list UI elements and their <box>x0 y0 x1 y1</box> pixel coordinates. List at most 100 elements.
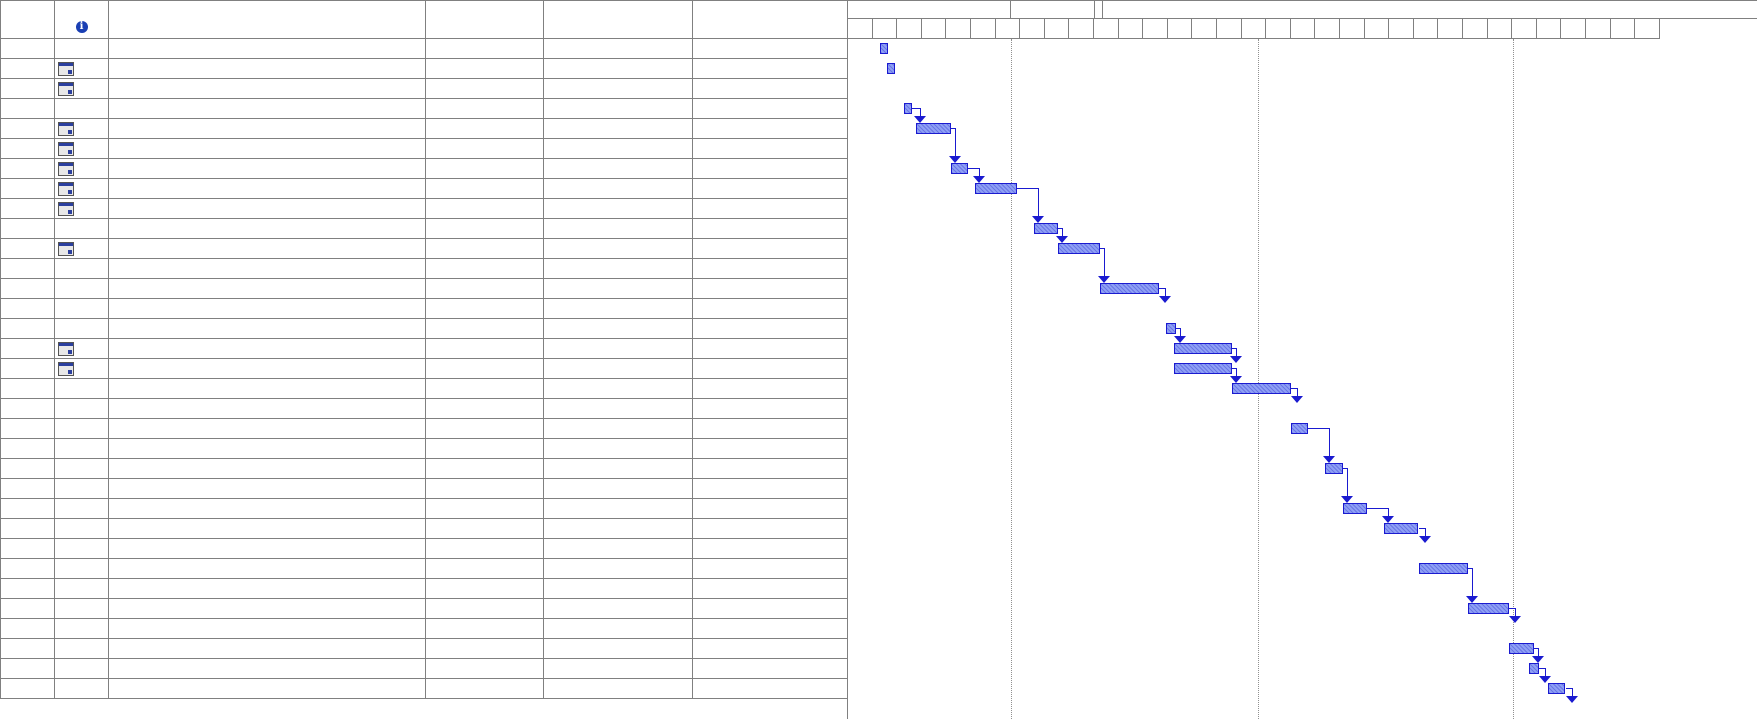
row-duration-cell[interactable] <box>425 658 544 679</box>
row-id-cell[interactable] <box>0 538 55 559</box>
row-name-cell[interactable] <box>108 398 426 419</box>
row-id-cell[interactable] <box>0 418 55 439</box>
row-name-cell[interactable] <box>108 58 426 79</box>
row-name-cell[interactable] <box>108 338 426 359</box>
col-header-finish[interactable] <box>692 0 848 39</box>
row-start-cell[interactable] <box>543 398 693 419</box>
row-finish-cell[interactable] <box>692 118 848 139</box>
task-bar[interactable] <box>1291 423 1309 434</box>
row-id-cell[interactable] <box>0 38 55 59</box>
row-id-cell[interactable] <box>0 438 55 459</box>
row-start-cell[interactable] <box>543 458 693 479</box>
row-finish-cell[interactable] <box>692 338 848 359</box>
row-duration-cell[interactable] <box>425 218 544 239</box>
row-name-cell[interactable] <box>108 498 426 519</box>
row-name-cell[interactable] <box>108 118 426 139</box>
row-start-cell[interactable] <box>543 438 693 459</box>
row-start-cell[interactable] <box>543 558 693 579</box>
row-indicator-cell[interactable] <box>54 78 109 99</box>
row-name-cell[interactable] <box>108 78 426 99</box>
table-row[interactable] <box>0 478 848 499</box>
row-indicator-cell[interactable] <box>54 478 109 499</box>
row-name-cell[interactable] <box>108 578 426 599</box>
row-indicator-cell[interactable] <box>54 278 109 299</box>
table-row[interactable] <box>0 98 848 119</box>
table-row[interactable] <box>0 38 848 59</box>
row-indicator-cell[interactable] <box>54 298 109 319</box>
table-row[interactable] <box>0 298 848 319</box>
row-duration-cell[interactable] <box>425 138 544 159</box>
row-duration-cell[interactable] <box>425 38 544 59</box>
row-duration-cell[interactable] <box>425 118 544 139</box>
row-name-cell[interactable] <box>108 298 426 319</box>
row-id-cell[interactable] <box>0 518 55 539</box>
row-name-cell[interactable] <box>108 638 426 659</box>
table-row[interactable] <box>0 498 848 519</box>
row-indicator-cell[interactable] <box>54 658 109 679</box>
table-row[interactable] <box>0 518 848 539</box>
row-duration-cell[interactable] <box>425 258 544 279</box>
table-row[interactable] <box>0 138 848 159</box>
row-duration-cell[interactable] <box>425 298 544 319</box>
row-name-cell[interactable] <box>108 438 426 459</box>
row-indicator-cell[interactable] <box>54 378 109 399</box>
table-row[interactable] <box>0 558 848 579</box>
task-bar[interactable] <box>1384 523 1419 534</box>
row-indicator-cell[interactable] <box>54 258 109 279</box>
task-bar[interactable] <box>1232 383 1292 394</box>
row-name-cell[interactable] <box>108 458 426 479</box>
row-start-cell[interactable] <box>543 178 693 199</box>
row-id-cell[interactable] <box>0 78 55 99</box>
row-finish-cell[interactable] <box>692 318 848 339</box>
row-finish-cell[interactable] <box>692 98 848 119</box>
task-bar[interactable] <box>975 183 1017 194</box>
row-name-cell[interactable] <box>108 378 426 399</box>
col-header-indicators[interactable]: i <box>54 0 109 39</box>
row-finish-cell[interactable] <box>692 558 848 579</box>
table-row[interactable] <box>0 78 848 99</box>
row-duration-cell[interactable] <box>425 98 544 119</box>
row-indicator-cell[interactable] <box>54 318 109 339</box>
table-row[interactable] <box>0 638 848 659</box>
row-indicator-cell[interactable] <box>54 178 109 199</box>
row-duration-cell[interactable] <box>425 538 544 559</box>
row-start-cell[interactable] <box>543 338 693 359</box>
table-row[interactable] <box>0 318 848 339</box>
row-finish-cell[interactable] <box>692 278 848 299</box>
row-start-cell[interactable] <box>543 218 693 239</box>
row-id-cell[interactable] <box>0 658 55 679</box>
row-id-cell[interactable] <box>0 278 55 299</box>
row-indicator-cell[interactable] <box>54 338 109 359</box>
row-start-cell[interactable] <box>543 418 693 439</box>
task-bar[interactable] <box>1166 323 1176 334</box>
row-duration-cell[interactable] <box>425 578 544 599</box>
table-row[interactable] <box>0 58 848 79</box>
row-id-cell[interactable] <box>0 118 55 139</box>
row-name-cell[interactable] <box>108 478 426 499</box>
row-start-cell[interactable] <box>543 158 693 179</box>
row-name-cell[interactable] <box>108 358 426 379</box>
row-finish-cell[interactable] <box>692 658 848 679</box>
table-row[interactable] <box>0 118 848 139</box>
row-start-cell[interactable] <box>543 598 693 619</box>
row-start-cell[interactable] <box>543 318 693 339</box>
row-indicator-cell[interactable] <box>54 138 109 159</box>
row-duration-cell[interactable] <box>425 438 544 459</box>
row-indicator-cell[interactable] <box>54 398 109 419</box>
row-id-cell[interactable] <box>0 598 55 619</box>
row-name-cell[interactable] <box>108 598 426 619</box>
row-indicator-cell[interactable] <box>54 618 109 639</box>
row-start-cell[interactable] <box>543 498 693 519</box>
row-duration-cell[interactable] <box>425 478 544 499</box>
table-row[interactable] <box>0 678 848 699</box>
col-header-task-name[interactable] <box>108 0 426 39</box>
row-indicator-cell[interactable] <box>54 198 109 219</box>
table-row[interactable] <box>0 538 848 559</box>
row-indicator-cell[interactable] <box>54 558 109 579</box>
row-duration-cell[interactable] <box>425 358 544 379</box>
row-id-cell[interactable] <box>0 458 55 479</box>
row-id-cell[interactable] <box>0 298 55 319</box>
row-duration-cell[interactable] <box>425 58 544 79</box>
task-bar[interactable] <box>1100 283 1159 294</box>
row-duration-cell[interactable] <box>425 338 544 359</box>
